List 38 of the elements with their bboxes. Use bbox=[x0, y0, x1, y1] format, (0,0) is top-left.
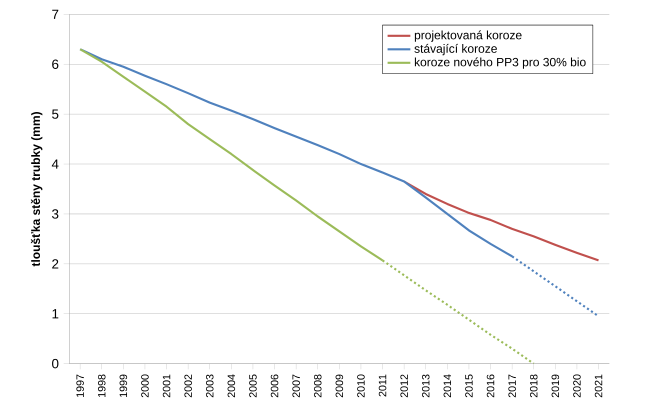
y-tick-label: 6 bbox=[52, 60, 58, 69]
x-tick-label: 1998 bbox=[98, 374, 106, 397]
y-tick-label: 7 bbox=[52, 10, 58, 19]
x-tick-label: 2013 bbox=[422, 374, 430, 398]
legend-label: projektovaná koroze bbox=[414, 30, 522, 42]
x-tick-label: 1999 bbox=[120, 374, 128, 397]
x-tick-label: 2010 bbox=[357, 374, 365, 398]
legend-label: stávající koroze bbox=[414, 44, 497, 56]
y-tick-label: 0 bbox=[52, 358, 58, 368]
x-tick-label: 2000 bbox=[141, 374, 149, 398]
y-tick-label: 4 bbox=[52, 159, 59, 169]
x-tick-label: 2021 bbox=[594, 374, 602, 398]
line-series bbox=[403, 180, 600, 262]
legend-label: koroze nového PP3 pro 30% bio bbox=[414, 57, 586, 69]
x-tick-label: 2016 bbox=[486, 374, 494, 398]
x-tick-label: 2017 bbox=[508, 374, 516, 398]
x-tick-label: 2002 bbox=[184, 374, 192, 398]
x-tick-label: 2001 bbox=[162, 374, 170, 398]
x-tick-label: 2012 bbox=[400, 374, 408, 398]
x-tick-label: 2007 bbox=[292, 374, 300, 398]
x-tick-label: 2005 bbox=[249, 374, 257, 398]
y-tick-label: 5 bbox=[52, 109, 58, 119]
x-tick-label: 2009 bbox=[336, 374, 344, 398]
y-axis-title: tloušťka stěny trubky (mm) bbox=[30, 112, 42, 266]
x-tick-label: 2003 bbox=[206, 374, 214, 398]
x-tick-label: 2004 bbox=[228, 374, 236, 398]
x-tick-label: 1997 bbox=[76, 374, 84, 397]
y-tick-label: 3 bbox=[52, 209, 58, 219]
y-tick-label: 2 bbox=[52, 259, 58, 268]
y-tick-label: 1 bbox=[52, 309, 58, 318]
x-tick-label: 2019 bbox=[552, 374, 560, 398]
x-tick-label: 2018 bbox=[530, 374, 538, 398]
x-tick-label: 2008 bbox=[314, 374, 322, 398]
x-tick-label: 2014 bbox=[444, 374, 452, 398]
x-tick-label: 2015 bbox=[465, 374, 473, 398]
x-tick-label: 2011 bbox=[378, 374, 386, 396]
x-tick-label: 2020 bbox=[573, 374, 581, 398]
x-tick-label: 2006 bbox=[270, 374, 278, 398]
